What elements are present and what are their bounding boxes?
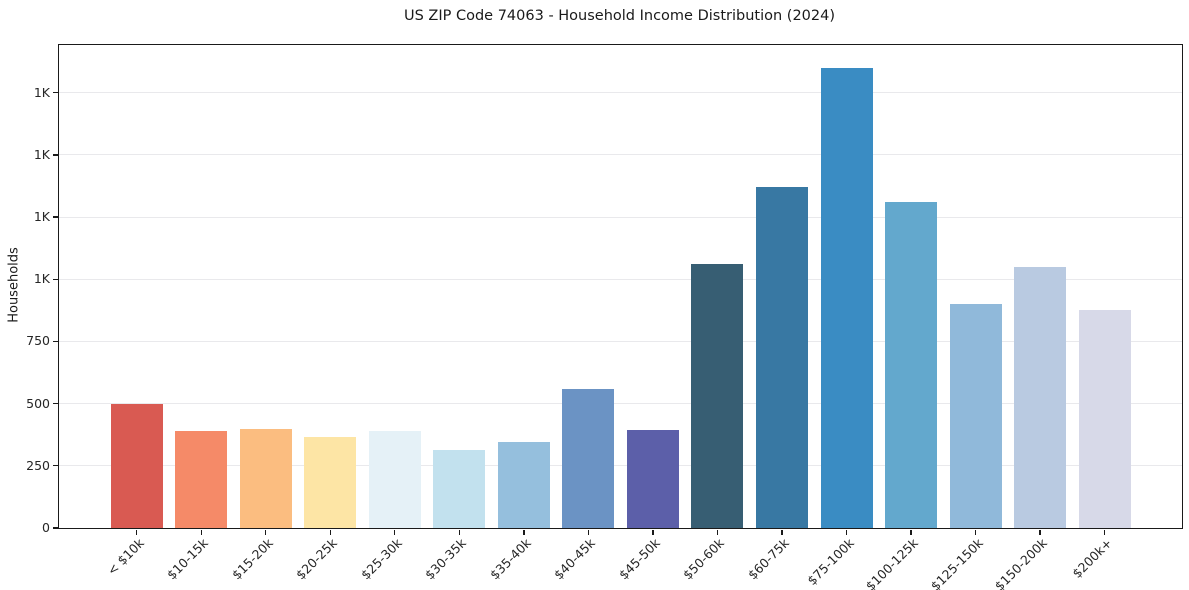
x-tick [136, 529, 138, 535]
bar [433, 449, 486, 528]
bar [239, 428, 292, 528]
x-tick [1039, 529, 1041, 535]
y-tick-label: 1K [33, 84, 50, 100]
y-tick-label: 500 [26, 395, 50, 411]
x-tick [652, 529, 654, 535]
bar [756, 187, 808, 528]
bar [368, 431, 421, 528]
bar [949, 304, 1002, 528]
y-tick [53, 92, 58, 94]
gridline [59, 278, 1182, 280]
y-tick-label: 1K [33, 209, 50, 225]
y-tick-label: 1K [33, 146, 50, 162]
plot-area: 0 250 500 750 1K 1K 1K 1K < $10k $10-15k $15-20k $2… [26, 44, 1183, 590]
x-tick [394, 529, 396, 535]
x-tick-label: < $10k [103, 535, 147, 579]
bar [562, 388, 615, 528]
y-tick-label: 750 [26, 333, 50, 349]
bar [110, 403, 163, 528]
gridline [59, 340, 1182, 342]
x-tick [974, 529, 977, 535]
y-tick [53, 340, 58, 343]
x-tick [845, 529, 848, 535]
x-tick [329, 529, 331, 535]
bar [820, 67, 873, 528]
bar [1014, 266, 1067, 528]
gridline [59, 403, 1182, 405]
bar [691, 264, 744, 528]
x-tick [1104, 529, 1106, 535]
x-tick [200, 529, 202, 535]
y-tick [53, 527, 58, 529]
y-tick [53, 154, 58, 156]
x-tick [265, 529, 267, 535]
x-tick [910, 529, 912, 535]
x-tick [458, 529, 460, 535]
x-tick [523, 529, 525, 535]
y-tick-label: 250 [26, 457, 50, 473]
bar [885, 202, 938, 528]
x-tick [781, 529, 783, 535]
bar [497, 442, 550, 528]
gridline [59, 154, 1182, 156]
y-tick [53, 216, 58, 218]
gridline [59, 216, 1182, 218]
chart-title: US ZIP Code 74063 - Household Income Dis… [403, 8, 836, 24]
gridline [59, 465, 1182, 467]
y-tick [53, 465, 58, 467]
bar [175, 431, 228, 528]
gridline [59, 92, 1182, 94]
y-tick-label: 1K [33, 271, 50, 287]
bar [1078, 310, 1131, 528]
x-tick [587, 529, 590, 535]
x-tick [716, 529, 719, 535]
bar [626, 429, 679, 528]
y-tick [53, 278, 58, 280]
y-tick [53, 402, 58, 405]
bar [304, 437, 357, 528]
y-tick-label: 0 [42, 520, 50, 535]
